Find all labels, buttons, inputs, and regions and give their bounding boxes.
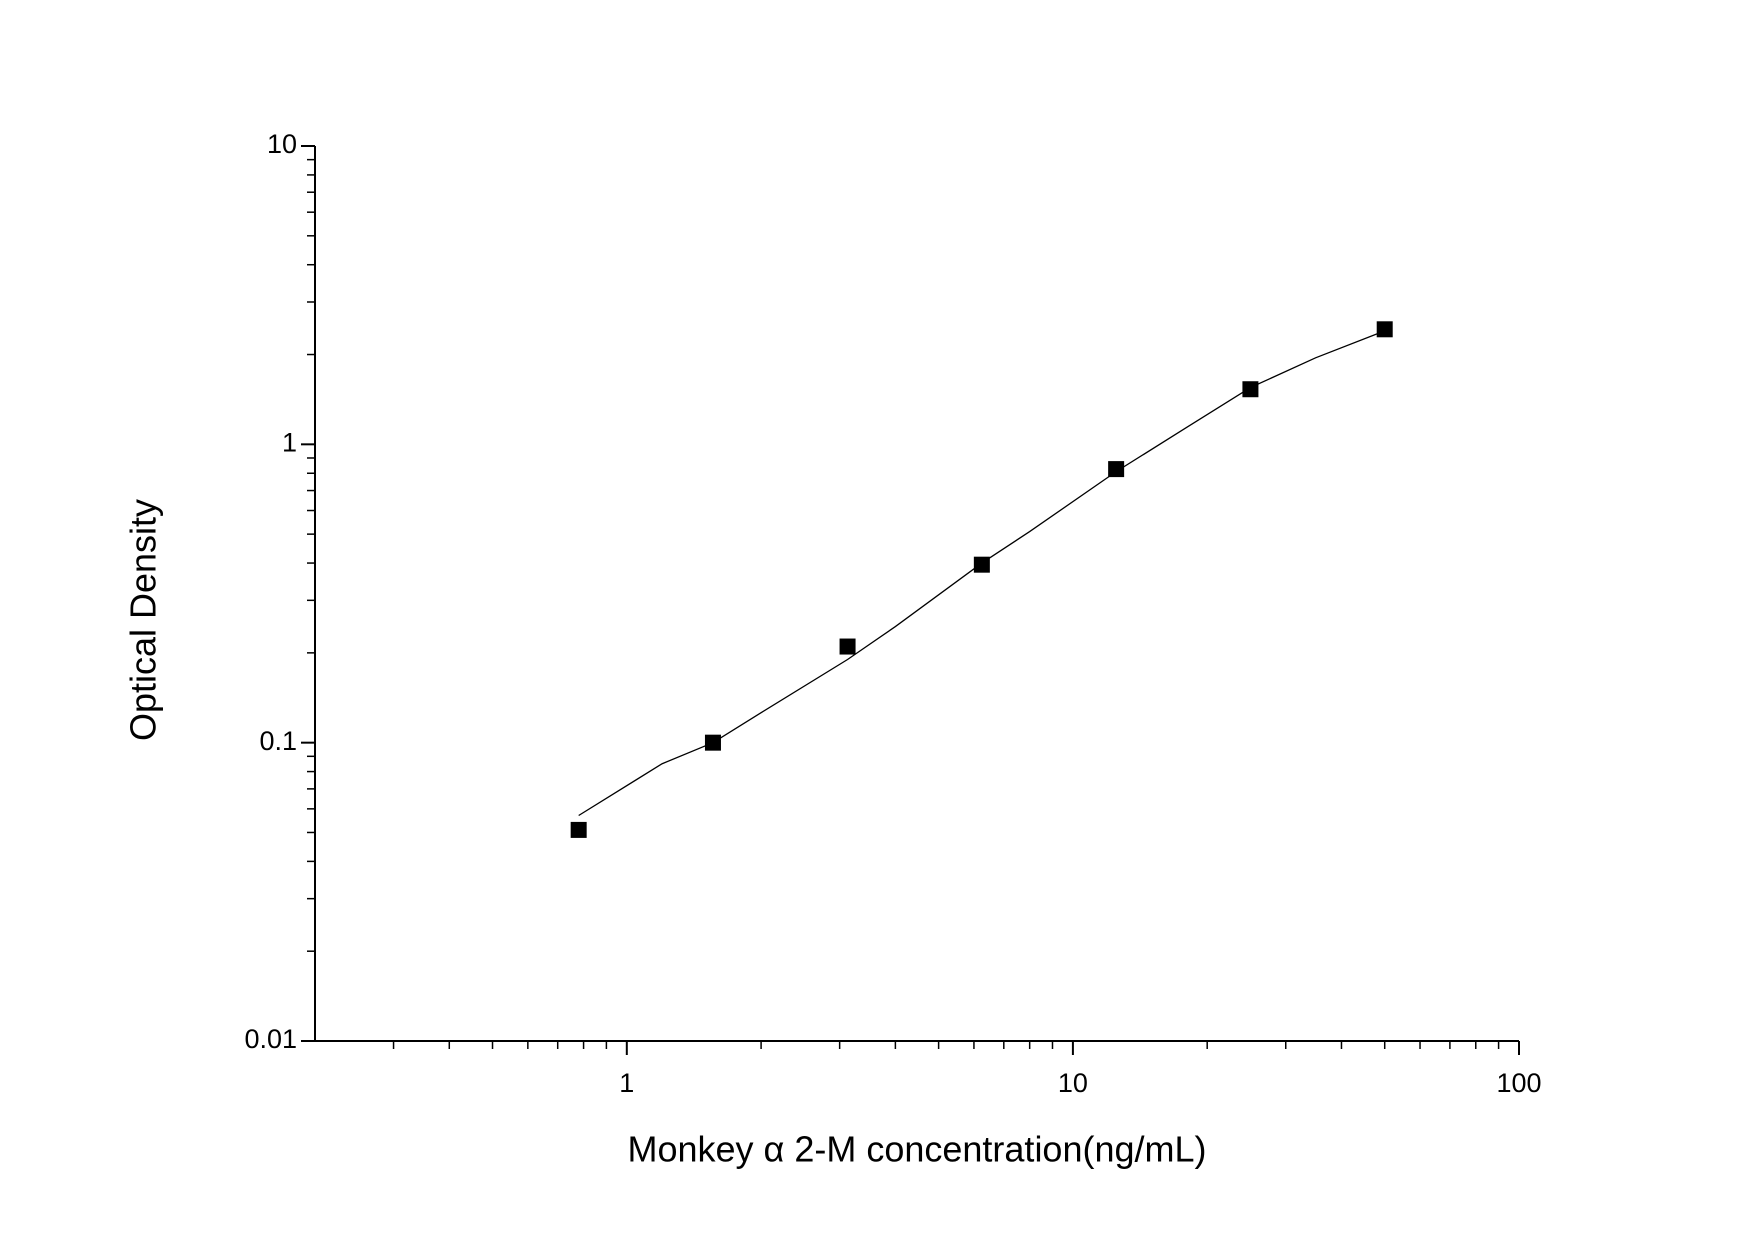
y-tick-label: 1 bbox=[282, 427, 297, 457]
x-axis-label: Monkey α 2-M concentration(ng/mL) bbox=[627, 1129, 1206, 1170]
data-point bbox=[839, 638, 856, 655]
y-axis-label: Optical Density bbox=[123, 499, 164, 741]
y-tick-label: 0.1 bbox=[259, 726, 297, 756]
x-tick-label: 100 bbox=[1496, 1068, 1541, 1098]
x-tick-label: 1 bbox=[619, 1068, 634, 1098]
x-tick-label: 10 bbox=[1058, 1068, 1088, 1098]
y-tick-label: 0.01 bbox=[244, 1024, 297, 1054]
y-tick-label: 10 bbox=[267, 129, 297, 159]
data-point bbox=[570, 821, 587, 838]
data-point bbox=[1108, 461, 1125, 478]
data-point bbox=[1242, 381, 1259, 398]
data-point bbox=[1376, 321, 1393, 338]
fit-curve bbox=[578, 330, 1385, 817]
